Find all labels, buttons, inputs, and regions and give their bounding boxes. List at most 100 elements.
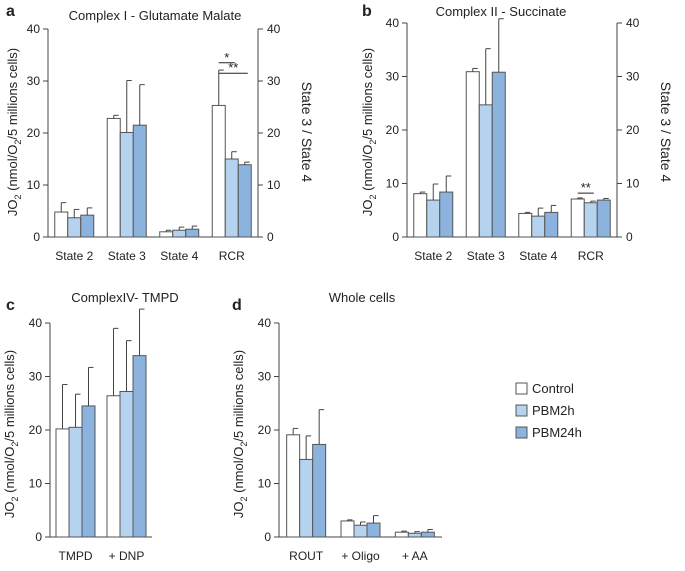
panel-c-ytick-label: 0 (35, 530, 42, 544)
panel-d-ytick-label: 10 (258, 477, 272, 491)
panel-b-y2label: State 3 / State 4 (658, 82, 674, 183)
panel-b-bar-control (465, 71, 480, 238)
panel-b-ytick-label: 0 (392, 230, 399, 244)
panel-c-ytick-label: 20 (29, 423, 43, 437)
panel-d-bar-pbm24h (366, 522, 381, 538)
panel-c-bar-pbm2h (119, 390, 134, 538)
panel-a-significance-label: * (224, 50, 229, 65)
panel-a-y2tick-label: 40 (267, 22, 281, 36)
panel-d-ytick-label: 40 (258, 316, 272, 330)
panel-b-ytick-label: 10 (386, 177, 400, 191)
panel-d-bar-pbm2h (353, 524, 368, 538)
panel-letter-c: c (6, 297, 15, 314)
panel-d-title: Whole cells (329, 290, 396, 305)
panel-b-bar-pbm2h (583, 202, 598, 238)
panel-c-category-label: TMPD (59, 549, 93, 563)
panel-a-ylabel: JO2 (nmol/O2/5 millions cells) (5, 48, 23, 216)
panel-d-ytick-label: 20 (258, 423, 272, 437)
panel-a-bar-pbm24h (185, 228, 200, 238)
legend-label-pbm2h: PBM2h (532, 403, 575, 418)
panel-b-category-label: State 3 (467, 249, 505, 263)
legend-swatch-pbm2h (515, 404, 528, 417)
panel-c-bar-pbm24h (132, 355, 147, 538)
panel-a-bar-pbm2h (172, 229, 187, 238)
panel-b: b Complex II - Succinate JO2 (nmol/O2/5 … (360, 3, 674, 263)
panel-a-bar-pbm24h (237, 164, 252, 238)
panel-a-bar-control (106, 117, 121, 238)
panel-a-ytick-label: 10 (27, 178, 41, 192)
panel-d-ytick-label: 0 (264, 530, 271, 544)
panel-c-bar-pbm24h (81, 405, 96, 538)
panel-a-ytick-label: 40 (27, 22, 41, 36)
panel-c: c ComplexIV- TMPD JO2 (nmol/O2/5 million… (2, 290, 179, 563)
panel-b-bar-control (518, 212, 533, 238)
panel-letter-d: d (232, 297, 242, 314)
panel-a-bar-pbm24h (132, 124, 147, 238)
panel-a-category-label: RCR (219, 249, 245, 263)
panel-c-ytick-label: 30 (29, 370, 43, 384)
panel-letter-a: a (6, 3, 15, 20)
panel-d-ylabel: JO2 (nmol/O2/5 millions cells) (231, 350, 249, 518)
panel-d-bar-pbm24h (312, 443, 327, 538)
panel-d-bar-pbm24h (420, 531, 435, 538)
panel-b-ytick-label: 20 (386, 123, 400, 137)
panel-b-bar-pbm24h (544, 211, 559, 238)
legend-swatch-pbm24h (515, 426, 528, 439)
panel-a-bar-control (159, 231, 174, 238)
panel-a: a Complex I - Glutamate Malate JO2 (nmol… (5, 3, 315, 263)
panel-b-bar-pbm24h (439, 191, 454, 238)
panel-b-bar-pbm2h (531, 215, 546, 238)
panel-b-ytick-label: 40 (386, 16, 400, 30)
panel-a-y2tick-label: 10 (267, 178, 281, 192)
panel-b-category-label: RCR (578, 249, 604, 263)
panel-b-y2tick-label: 20 (626, 123, 640, 137)
panel-a-title: Complex I - Glutamate Malate (69, 8, 242, 23)
panel-d-category-label: ROUT (289, 549, 324, 563)
panel-a-bar-pbm2h (119, 131, 134, 238)
panel-b-y2tick-label: 0 (626, 230, 633, 244)
panel-a-significance-label: ** (228, 60, 238, 75)
panel-c-ylabel: JO2 (nmol/O2/5 millions cells) (2, 350, 20, 518)
panel-a-bar-pbm24h (80, 214, 95, 238)
panel-d-category-label: + AA (402, 549, 428, 563)
panel-c-bar-control (55, 428, 70, 538)
panel-b-category-label: State 2 (414, 249, 452, 263)
panel-d-bar-pbm2h (407, 532, 422, 538)
panel-a-ytick-label: 0 (33, 230, 40, 244)
panel-b-bar-pbm2h (478, 104, 493, 238)
panel-d-bar-control (340, 520, 355, 538)
panel-b-title: Complex II - Succinate (436, 4, 567, 19)
panel-b-ylabel: JO2 (nmol/O2/5 millions cells) (360, 48, 378, 216)
panel-a-y2tick-label: 20 (267, 126, 281, 140)
panel-c-ytick-label: 10 (29, 477, 43, 491)
panel-d: d Whole cells JO2 (nmol/O2/5 millions ce… (231, 290, 442, 563)
panel-b-ytick-label: 30 (386, 70, 400, 84)
panel-a-category-label: State 2 (55, 249, 93, 263)
panel-a-bar-control (54, 211, 69, 238)
panel-b-bar-pbm24h (596, 199, 611, 238)
panel-a-bar-pbm2h (224, 158, 239, 238)
legend-label-pbm24h: PBM24h (532, 425, 582, 440)
panel-d-bar-control (394, 531, 409, 538)
panel-d-ytick-label: 30 (258, 370, 272, 384)
panel-c-title: ComplexIV- TMPD (71, 290, 178, 305)
panel-a-bar-control (211, 104, 226, 238)
panel-b-category-label: State 4 (519, 249, 557, 263)
panel-a-bar-pbm2h (67, 217, 82, 238)
panel-a-ytick-label: 20 (27, 126, 41, 140)
legend-label-control: Control (532, 381, 574, 396)
panel-b-y2tick-label: 40 (626, 16, 640, 30)
panel-letter-b: b (362, 3, 372, 20)
panel-c-ytick-label: 40 (29, 316, 43, 330)
panel-c-category-label: + DNP (109, 549, 145, 563)
panel-d-bar-control (286, 434, 301, 538)
panel-c-bar-pbm2h (68, 426, 83, 538)
panel-b-bar-control (570, 198, 585, 238)
panel-b-bar-pbm24h (491, 71, 506, 238)
panel-c-bar-control (106, 395, 121, 538)
panel-b-significance-label: ** (581, 180, 591, 195)
panel-b-bar-control (413, 193, 428, 238)
panel-a-y2tick-label: 30 (267, 74, 281, 88)
panel-a-y2label: State 3 / State 4 (299, 82, 315, 183)
